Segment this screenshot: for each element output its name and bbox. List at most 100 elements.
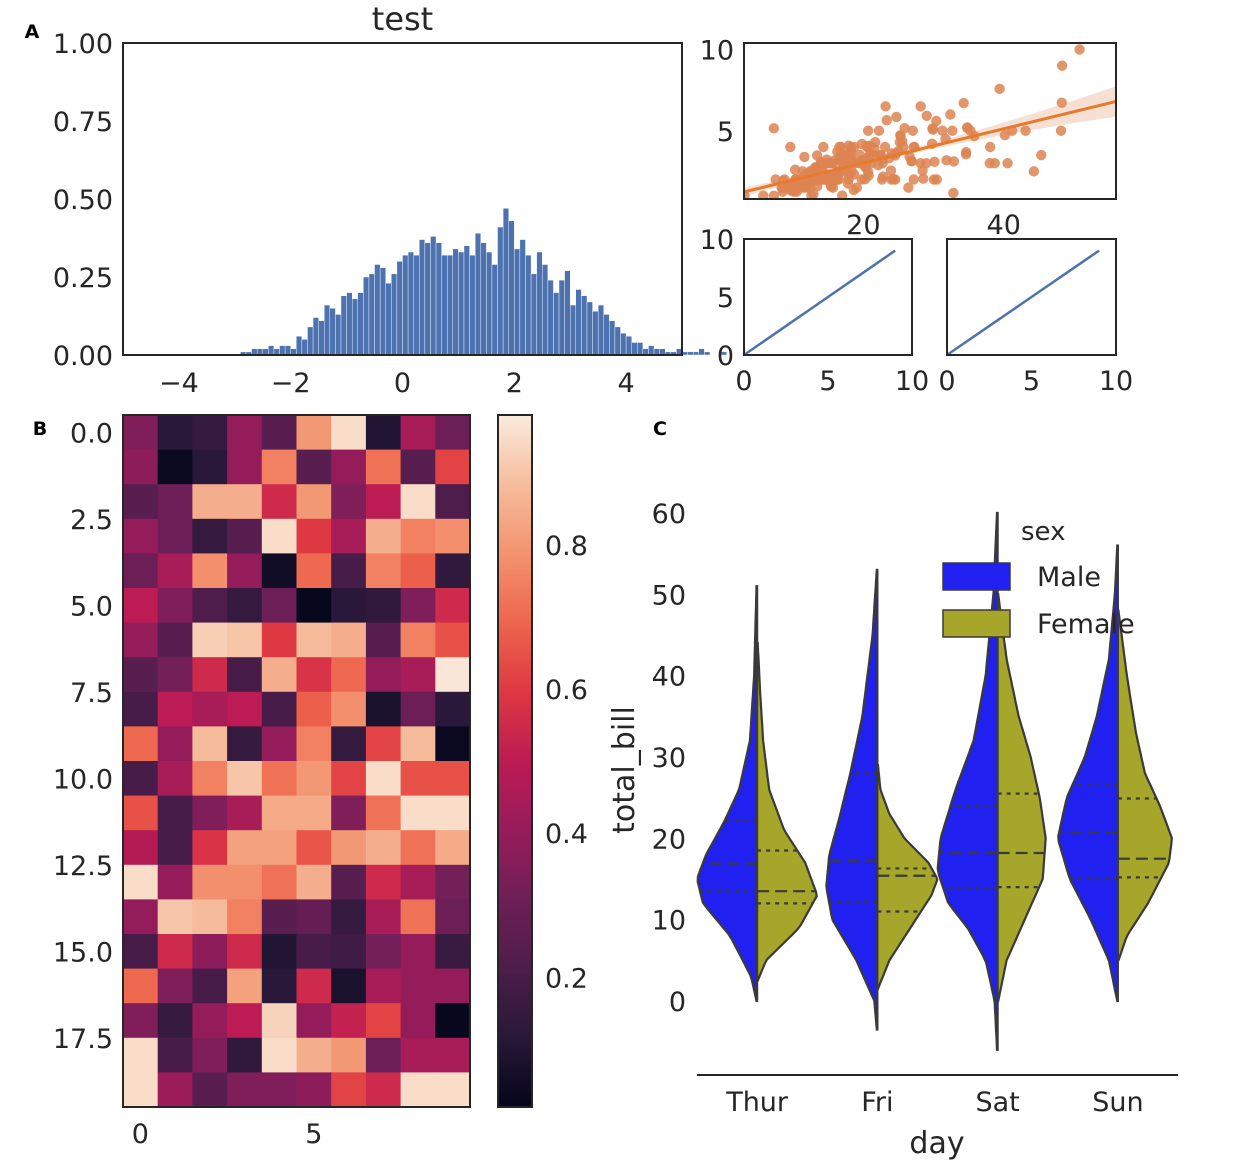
heatmap-cell [365, 1072, 402, 1108]
heatmap-cell [227, 484, 263, 520]
regplot-point [870, 136, 881, 148]
regplot-point [921, 110, 932, 122]
heatmap-cell [192, 934, 228, 970]
hist-ytick-label: 0.75 [53, 107, 113, 138]
heatmap-cell [157, 795, 193, 831]
hist-bar [430, 236, 437, 356]
heatmap-cell [123, 1072, 159, 1108]
heatmap-ytick-label: 12.5 [53, 851, 113, 882]
heatmap-cell [157, 899, 193, 935]
regplot-point [862, 125, 874, 136]
heatmap-cell [157, 691, 193, 727]
hist-bar [346, 292, 353, 356]
heatmap-cell [157, 518, 193, 554]
regplot-point [948, 187, 959, 199]
hist-bar [519, 239, 526, 356]
heatmap-cell [296, 864, 332, 900]
hist-bar [603, 314, 610, 356]
heatmap-cell [123, 518, 159, 554]
hist-bar [312, 317, 319, 356]
heatmap-cell [331, 553, 367, 589]
heatmap-cell [261, 761, 297, 797]
regplot-xtick-label: 20 [846, 210, 880, 241]
heatmap-cell [261, 415, 297, 451]
hist-bar [558, 279, 565, 356]
hist-ytick-label: 0.00 [53, 341, 113, 372]
heatmap-cell [331, 622, 367, 658]
heatmap-cell [261, 830, 297, 866]
heatmap-cell [261, 553, 297, 589]
heatmap-cell [261, 657, 297, 693]
regplot-frame [743, 42, 1117, 200]
regplot-point [768, 123, 780, 134]
heatmap-cell [227, 449, 263, 485]
violin-half-female [1116, 609, 1173, 962]
heatmap-cell [192, 830, 228, 866]
violin-ytick-label: 10 [652, 906, 686, 937]
regplot-point [908, 174, 919, 185]
heatmap-cell [157, 553, 193, 589]
regplot-xtick-label: 40 [987, 210, 1021, 241]
violin-xtick-label: Fri [861, 1087, 893, 1118]
heatmap-cell [365, 761, 402, 797]
hist-bar [357, 292, 364, 356]
regplot-point [818, 141, 829, 153]
heatmap-cell [157, 415, 193, 451]
panel-label-c: C [653, 418, 667, 440]
heatmap-cell [261, 691, 297, 727]
heatmap-cell [157, 449, 193, 485]
violin-half-male [1057, 544, 1119, 1003]
heatmap-cell [227, 726, 263, 762]
regplot-ytick-label: 10 [700, 36, 734, 67]
regplot-point [768, 190, 780, 199]
hist-bar [458, 251, 465, 356]
heatmap-frame [122, 414, 471, 1108]
heatmap-cell [192, 657, 228, 693]
heatmap-cell [123, 553, 159, 589]
heatmap-cell [331, 1072, 367, 1108]
violin-ytick-label: 30 [652, 743, 686, 774]
colorbar [498, 415, 532, 1107]
colorbar-frame [497, 414, 533, 1108]
hist-bar [614, 326, 621, 356]
heatmap-cell [400, 830, 436, 866]
heatmap-cell [331, 934, 367, 970]
heatmap-cell [157, 968, 193, 1004]
heatmap-cell [435, 449, 471, 485]
heatmap-cell [400, 588, 436, 624]
heatmap-cell [365, 1037, 402, 1073]
heatmap-cell [296, 518, 332, 554]
heatmap-cell [261, 1072, 297, 1108]
heatmap-cell [296, 1003, 332, 1039]
heatmap-cell [157, 864, 193, 900]
heatmap-cell [192, 449, 228, 485]
regplot-point [1074, 44, 1085, 55]
heatmap-cell [192, 1072, 228, 1108]
heatmap-cell [157, 830, 193, 866]
heatmap-cell [261, 934, 297, 970]
hist-bar [692, 351, 699, 356]
heatmap-cell [261, 899, 297, 935]
heatmap-cell [400, 518, 436, 554]
heatmap-cell [365, 830, 402, 866]
regplot-point [1036, 149, 1047, 161]
colorbar-tick-label: 0.8 [545, 531, 588, 562]
regplot-point [1056, 60, 1068, 71]
heatmap-cell [296, 899, 332, 935]
heatmap-cell [400, 934, 436, 970]
heatmap-cell [435, 830, 471, 866]
regplot-point [937, 125, 948, 136]
legend-label-female: Female [1037, 609, 1135, 640]
heatmap-cell [400, 726, 436, 762]
line-a-ytick-label: 5 [717, 283, 734, 314]
heatmap-cell [331, 657, 367, 693]
heatmap-cell [331, 830, 367, 866]
regplot-point [989, 158, 1000, 169]
regplot-point [947, 125, 958, 136]
heatmap-xtick-label: 0 [132, 1119, 149, 1150]
heatmap-cell [331, 761, 367, 797]
heatmap-cell [123, 726, 159, 762]
regplot-point [785, 141, 796, 153]
legend-label-male: Male [1037, 562, 1101, 593]
legend-swatch-female [942, 609, 1011, 638]
